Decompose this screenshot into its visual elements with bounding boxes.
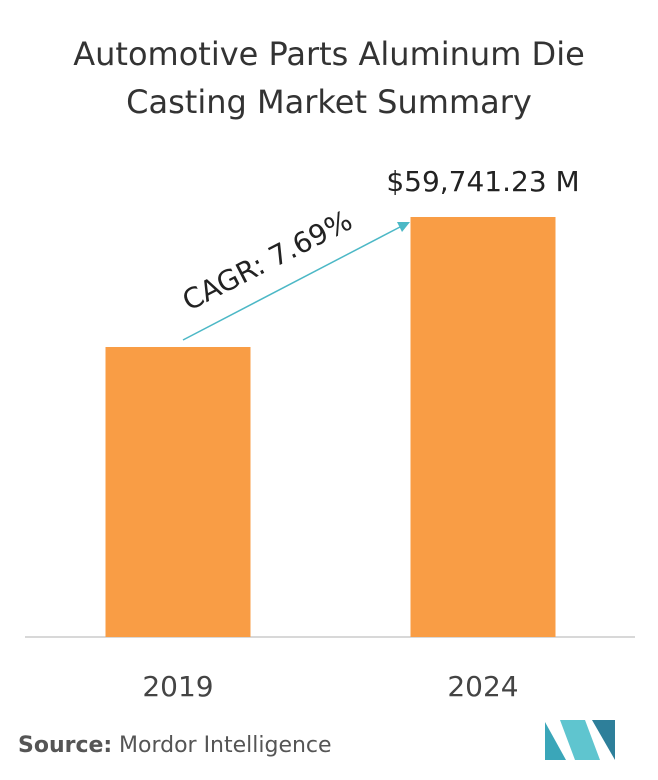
source-label: Source: xyxy=(18,733,112,758)
logo xyxy=(545,720,615,760)
cagr-arrow xyxy=(182,226,401,341)
x-tick-label: 2024 xyxy=(447,670,518,703)
value-label: $59,741.23 M xyxy=(386,165,579,198)
x-tick-label: 2019 xyxy=(142,670,213,703)
bar xyxy=(105,346,251,637)
bar xyxy=(410,217,556,637)
chart-title: Automotive Parts Aluminum Die Casting Ma… xyxy=(73,35,585,121)
source: Mordor Intelligence xyxy=(119,733,332,758)
arrow-head xyxy=(397,222,410,232)
cagr-annotation: CAGR: 7.69% xyxy=(177,204,358,318)
